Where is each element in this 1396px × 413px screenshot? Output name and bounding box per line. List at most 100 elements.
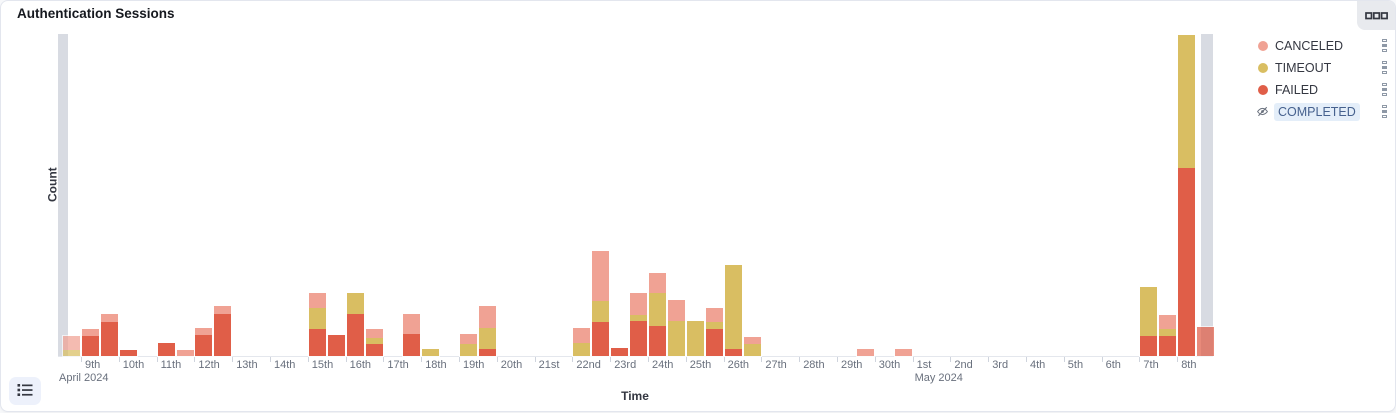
bar-apr-25-am[interactable] <box>685 320 706 357</box>
x-tick-label: 8th <box>1181 359 1197 371</box>
bar-may-7-am[interactable] <box>1138 286 1159 357</box>
bar-segment-timeout <box>743 344 762 356</box>
legend-toggle-button[interactable] <box>9 377 41 405</box>
bar-segment-canceled <box>648 273 667 293</box>
bar-segment-failed <box>1177 168 1196 356</box>
bar-may-8-pm[interactable] <box>1195 326 1216 357</box>
x-axis-tick <box>534 357 536 362</box>
bar-apr-11-am[interactable] <box>156 342 177 357</box>
x-tick-label: 7th <box>1143 359 1159 371</box>
legend-color-dot <box>1258 62 1268 73</box>
bar-apr-19-am[interactable] <box>458 333 479 357</box>
bar-segment-failed <box>591 322 610 356</box>
bar-apr-11-pm[interactable] <box>175 349 196 357</box>
bar-apr-18-am[interactable] <box>420 348 441 357</box>
x-tick-label: 29th <box>841 359 863 371</box>
panel-options-button[interactable] <box>1357 1 1395 30</box>
x-tick-label: 12th <box>198 359 220 371</box>
legend-label: COMPLETED <box>1274 102 1360 121</box>
legend-item-completed[interactable]: COMPLETED <box>1255 102 1389 121</box>
legend-item-timeout[interactable]: TIMEOUT <box>1255 59 1389 76</box>
x-axis-tick <box>459 357 460 362</box>
bar-may-8-am[interactable] <box>1176 34 1197 357</box>
legend-item-canceled[interactable]: CANCELED <box>1255 37 1389 54</box>
x-axis-tick <box>307 357 309 362</box>
bar-apr-8-pm[interactable] <box>61 335 82 357</box>
x-axis-tick <box>572 357 574 362</box>
bar-apr-12-pm[interactable] <box>212 305 233 357</box>
bar-apr-24-am[interactable] <box>647 272 668 357</box>
x-tick-label: 24th <box>652 359 674 371</box>
bar-apr-26-am[interactable] <box>723 264 744 357</box>
bar-apr-10-am[interactable] <box>118 349 139 357</box>
x-tick-label: 18th <box>425 359 447 371</box>
x-tick-label: 13th <box>236 359 258 371</box>
bar-segment-failed <box>194 335 213 356</box>
x-tick-label: 28th <box>803 359 825 371</box>
bar-segment-failed <box>308 329 327 356</box>
bar-apr-16-am[interactable] <box>345 292 366 357</box>
chart-plot-area: 9th 10th 11th 12th 13th 14th 15th 16th 17th 18th 1… <box>58 34 1216 384</box>
bar-segment-timeout <box>705 322 724 329</box>
legend-item-actions-icon[interactable] <box>1380 81 1389 98</box>
panel-title: Authentication Sessions <box>17 6 175 21</box>
bar-apr-25-pm[interactable] <box>704 307 725 357</box>
x-tick-label: 30th <box>878 359 901 371</box>
x-tick-label: 21st <box>538 359 560 371</box>
x-month-label: April 2024 <box>59 372 109 384</box>
bar-segment-failed <box>648 326 667 356</box>
x-tick-label: 9th <box>85 359 101 371</box>
bar-segment-canceled <box>572 328 591 343</box>
bar-apr-15-am[interactable] <box>307 292 328 357</box>
bar-apr-12-am[interactable] <box>193 327 214 357</box>
x-axis-tick <box>988 357 990 362</box>
bar-apr-17-pm[interactable] <box>401 313 422 357</box>
bar-segment-canceled <box>402 314 421 334</box>
bar-segment-failed <box>365 344 384 356</box>
x-axis-tick <box>1101 357 1103 362</box>
bar-apr-29-pm[interactable] <box>855 348 876 357</box>
bar-apr-30-pm[interactable] <box>893 348 914 357</box>
x-axis-tick <box>1026 357 1027 362</box>
x-axis-tick <box>610 357 612 362</box>
list-icon <box>17 383 33 400</box>
x-tick-label: 2nd <box>954 359 973 371</box>
legend-item-actions-icon[interactable] <box>1380 59 1389 76</box>
x-axis-tick <box>685 357 687 362</box>
x-axis-tick <box>648 357 649 362</box>
x-tick-label: 22nd <box>576 359 601 371</box>
x-axis-tick <box>761 357 763 362</box>
legend-item-actions-icon[interactable] <box>1380 103 1389 120</box>
bar-segment-failed <box>81 336 100 356</box>
bar-apr-22-am[interactable] <box>571 327 592 357</box>
legend-item-actions-icon[interactable] <box>1380 37 1389 54</box>
bar-segment-timeout <box>459 344 478 356</box>
bar-segment-failed <box>1139 336 1158 356</box>
x-axis-tick <box>156 357 158 362</box>
eye-slash-icon <box>1256 105 1269 118</box>
bar-segment-canceled <box>629 293 648 315</box>
x-axis-tick <box>874 357 876 362</box>
boxes-horizontal-icon <box>1364 8 1388 23</box>
x-axis-tick <box>1063 357 1065 362</box>
bar-segment-canceled <box>308 293 327 308</box>
bar-apr-9-am[interactable] <box>80 328 101 357</box>
bar-apr-9-pm[interactable] <box>99 313 120 357</box>
bar-apr-24-pm[interactable] <box>666 299 687 357</box>
bar-segment-timeout <box>572 343 591 356</box>
bar-may-7-pm[interactable] <box>1157 314 1178 357</box>
bar-segment-timeout <box>667 321 686 356</box>
legend-item-failed[interactable]: FAILED <box>1255 81 1389 98</box>
partial-bucket-band <box>1201 34 1213 356</box>
bar-segment-timeout <box>1177 35 1196 168</box>
bar-apr-16-pm[interactable] <box>364 328 385 357</box>
bar-apr-26-pm[interactable] <box>742 336 763 357</box>
bar-segment-canceled <box>194 328 213 335</box>
bar-apr-23-pm[interactable] <box>628 292 649 357</box>
bar-apr-15-pm[interactable] <box>326 334 347 357</box>
bar-apr-23-am[interactable] <box>609 347 630 357</box>
x-axis-tick <box>837 357 838 362</box>
bar-apr-19-pm[interactable] <box>477 305 498 357</box>
bar-apr-22-pm[interactable] <box>590 250 611 357</box>
x-tick-label: 23rd <box>614 359 637 371</box>
